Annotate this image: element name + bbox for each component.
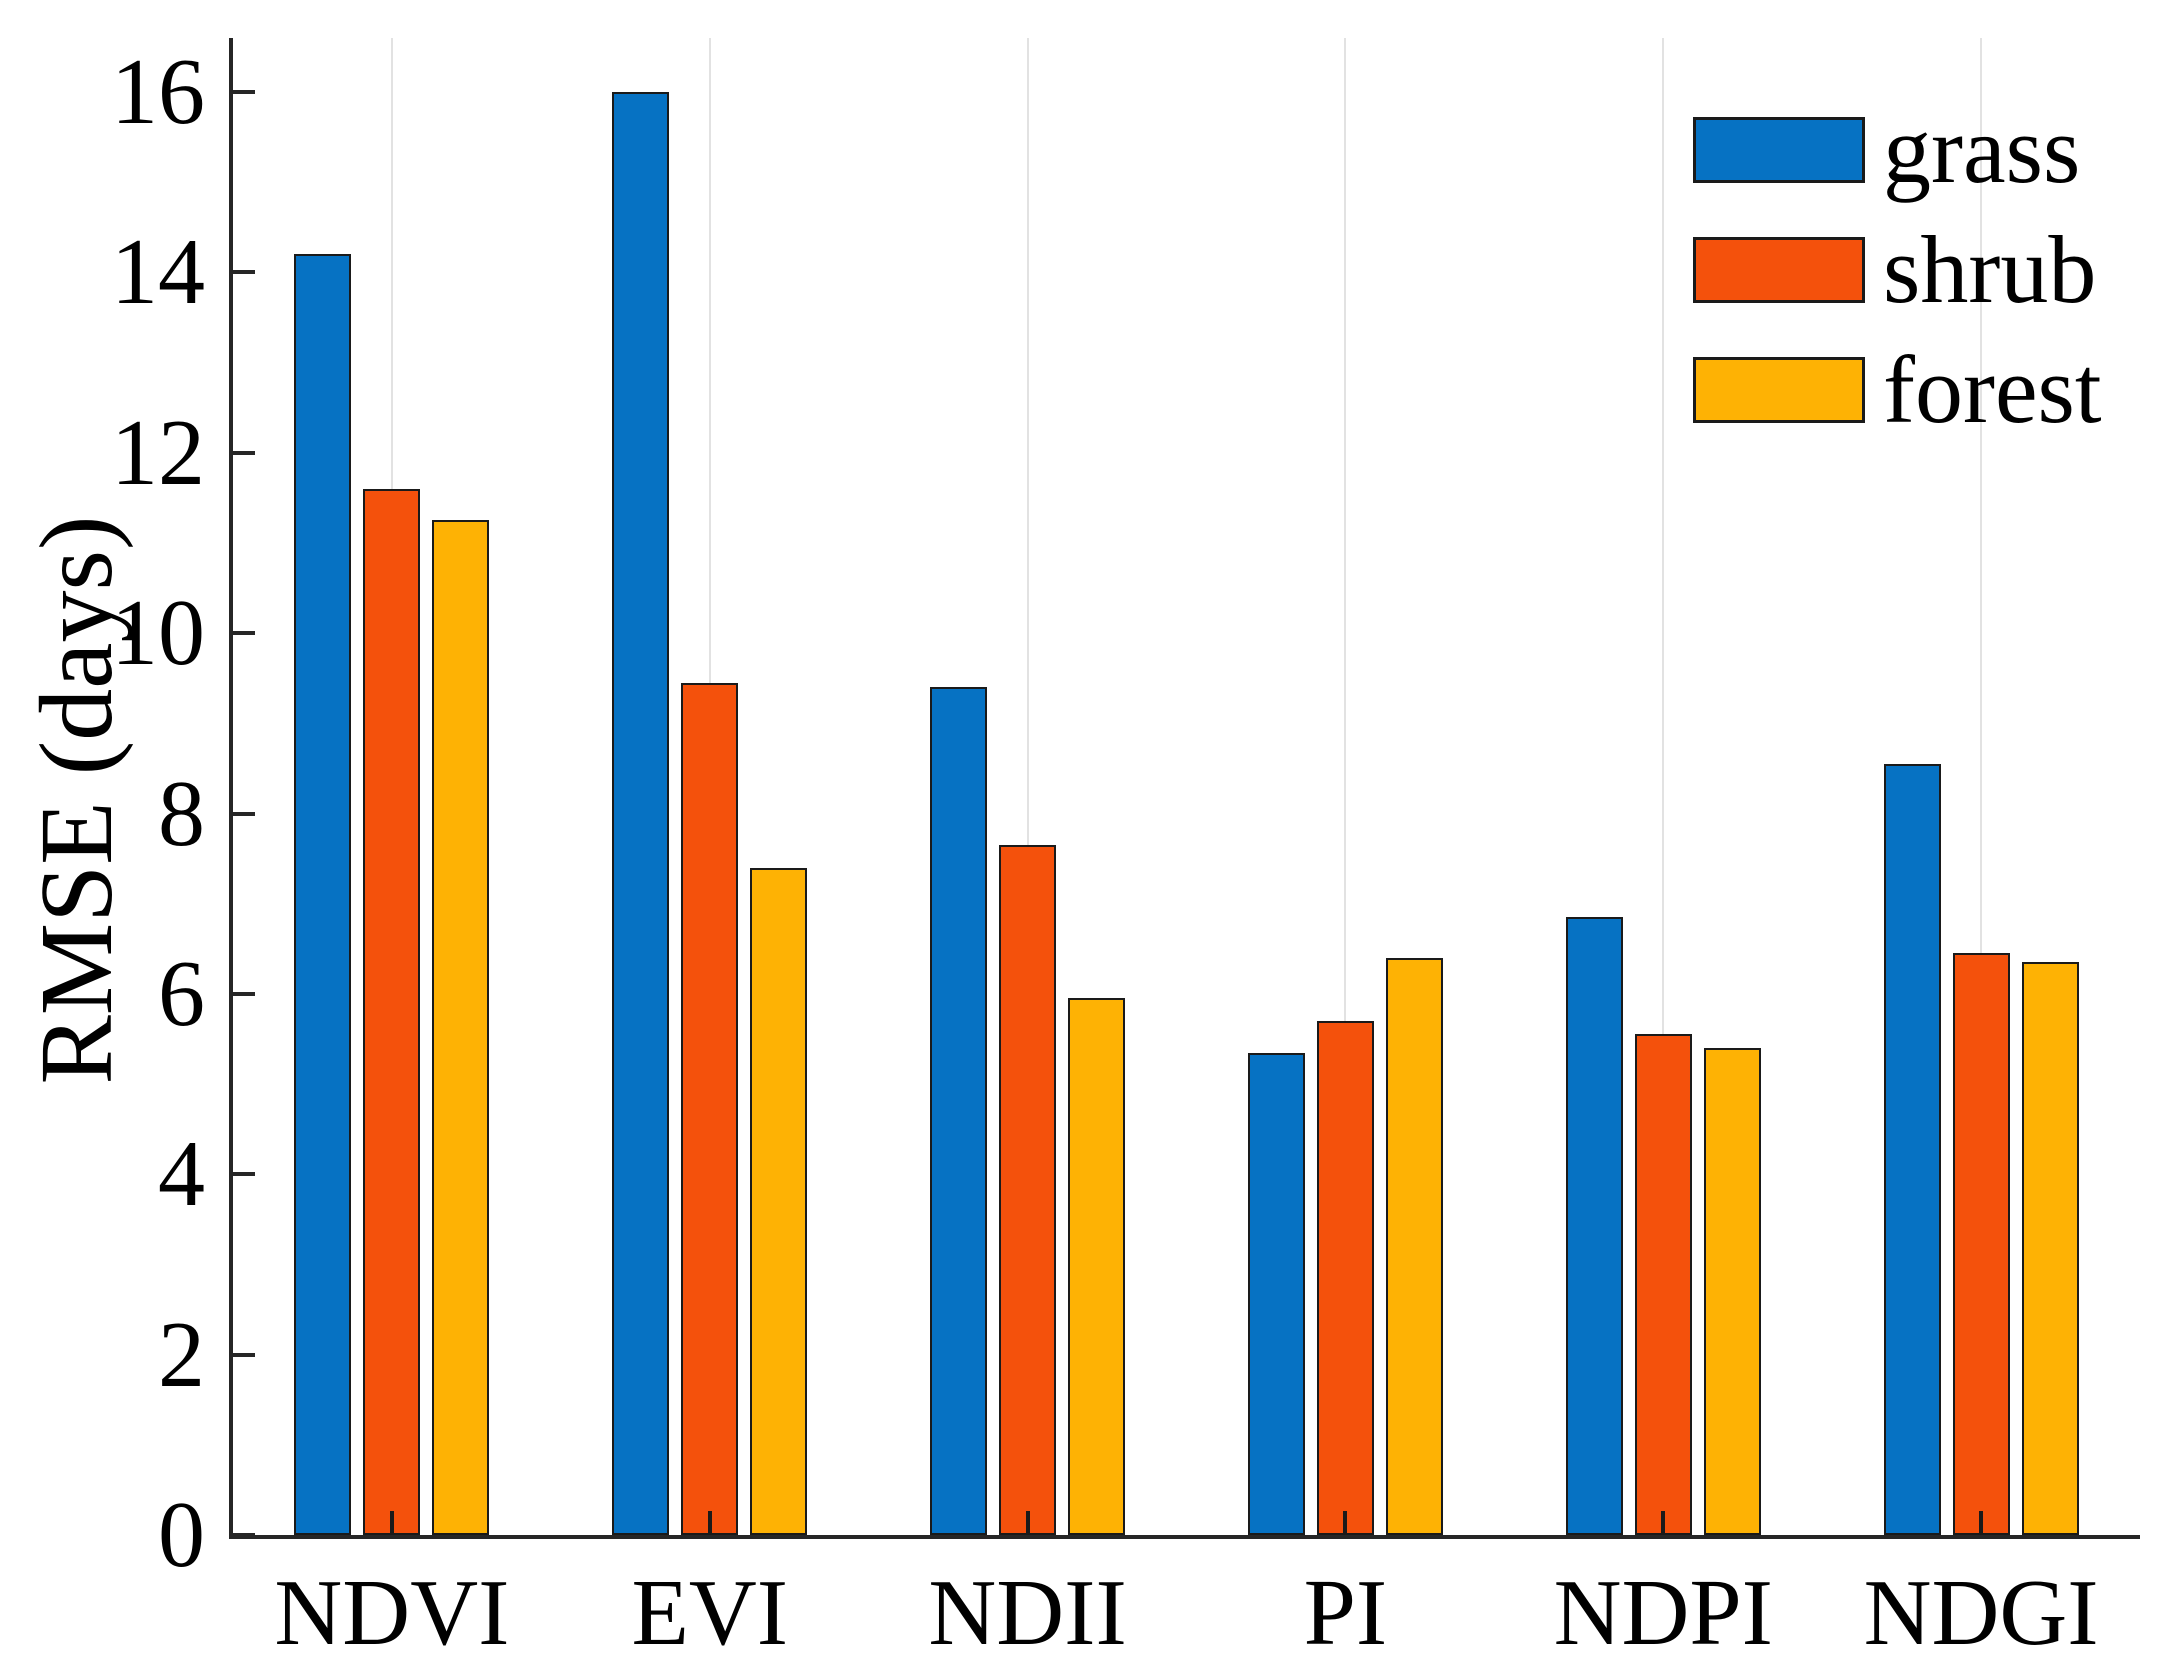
gridline-pi — [1344, 38, 1347, 1535]
gridline-ndpi — [1662, 38, 1665, 1535]
y-tick-mark-8 — [233, 811, 255, 816]
x-tick-mark-evi — [707, 1511, 712, 1535]
y-tick-mark-10 — [233, 631, 255, 636]
y-tick-label-8: 8 — [158, 761, 205, 866]
y-tick-label-2: 2 — [158, 1302, 205, 1407]
y-tick-label-12: 12 — [111, 400, 205, 505]
x-tick-label-pi: PI — [1303, 1561, 1388, 1665]
bar-forest-evi — [750, 867, 808, 1535]
y-axis-line — [229, 38, 233, 1539]
y-tick-mark-4 — [233, 1172, 255, 1177]
x-tick-mark-ndvi — [389, 1511, 394, 1535]
x-tick-mark-pi — [1343, 1511, 1348, 1535]
y-tick-label-16: 16 — [111, 40, 205, 145]
y-tick-label-0: 0 — [158, 1483, 205, 1587]
legend-row-shrub: shrub — [1693, 222, 2102, 318]
legend-row-forest: forest — [1693, 342, 2102, 438]
bar-shrub-evi — [681, 682, 739, 1535]
gridline-ndii — [1026, 38, 1029, 1535]
bar-grass-ndvi — [294, 254, 352, 1535]
legend: grass shrub forest — [1693, 102, 2102, 438]
y-tick-label-6: 6 — [158, 941, 205, 1046]
gridline-ndgi — [1980, 38, 1983, 1535]
y-tick-mark-2 — [233, 1352, 255, 1357]
y-tick-mark-12 — [233, 450, 255, 455]
legend-swatch-shrub — [1693, 237, 1865, 303]
x-tick-mark-ndii — [1025, 1511, 1030, 1535]
legend-label-forest: forest — [1883, 336, 2102, 443]
bar-grass-ndii — [930, 687, 988, 1535]
bar-shrub-ndvi — [363, 488, 421, 1535]
x-axis-line — [229, 1535, 2140, 1539]
y-tick-mark-16 — [233, 90, 255, 95]
y-tick-mark-14 — [233, 270, 255, 275]
y-tick-label-14: 14 — [111, 220, 205, 325]
x-tick-label-ndgi: NDGI — [1863, 1561, 2099, 1665]
x-tick-label-ndvi: NDVI — [274, 1561, 510, 1665]
bar-forest-ndgi — [2021, 962, 2079, 1535]
bar-grass-pi — [1247, 1052, 1305, 1535]
bar-grass-ndgi — [1883, 763, 1941, 1535]
bar-forest-ndvi — [432, 520, 490, 1535]
bar-shrub-ndpi — [1634, 1034, 1692, 1535]
x-tick-mark-ndgi — [1979, 1511, 1984, 1535]
legend-label-grass: grass — [1883, 96, 2081, 203]
bar-grass-ndpi — [1565, 917, 1623, 1535]
legend-swatch-grass — [1693, 117, 1865, 183]
y-tick-label-10: 10 — [111, 581, 205, 686]
bar-forest-ndii — [1068, 998, 1126, 1535]
y-tick-mark-6 — [233, 991, 255, 996]
bar-grass-evi — [612, 92, 670, 1535]
x-tick-label-ndii: NDII — [928, 1561, 1127, 1665]
x-tick-label-ndpi: NDPI — [1553, 1561, 1773, 1665]
y-tick-label-4: 4 — [158, 1122, 205, 1227]
bar-shrub-ndgi — [1952, 953, 2010, 1535]
bar-shrub-pi — [1316, 1020, 1374, 1535]
x-tick-label-evi: EVI — [631, 1561, 789, 1665]
legend-swatch-forest — [1693, 357, 1865, 423]
legend-row-grass: grass — [1693, 102, 2102, 198]
legend-label-shrub: shrub — [1883, 216, 2097, 323]
x-tick-mark-ndpi — [1661, 1511, 1666, 1535]
bar-forest-pi — [1385, 957, 1443, 1535]
bar-forest-ndpi — [1703, 1048, 1761, 1535]
bar-shrub-ndii — [999, 845, 1057, 1535]
